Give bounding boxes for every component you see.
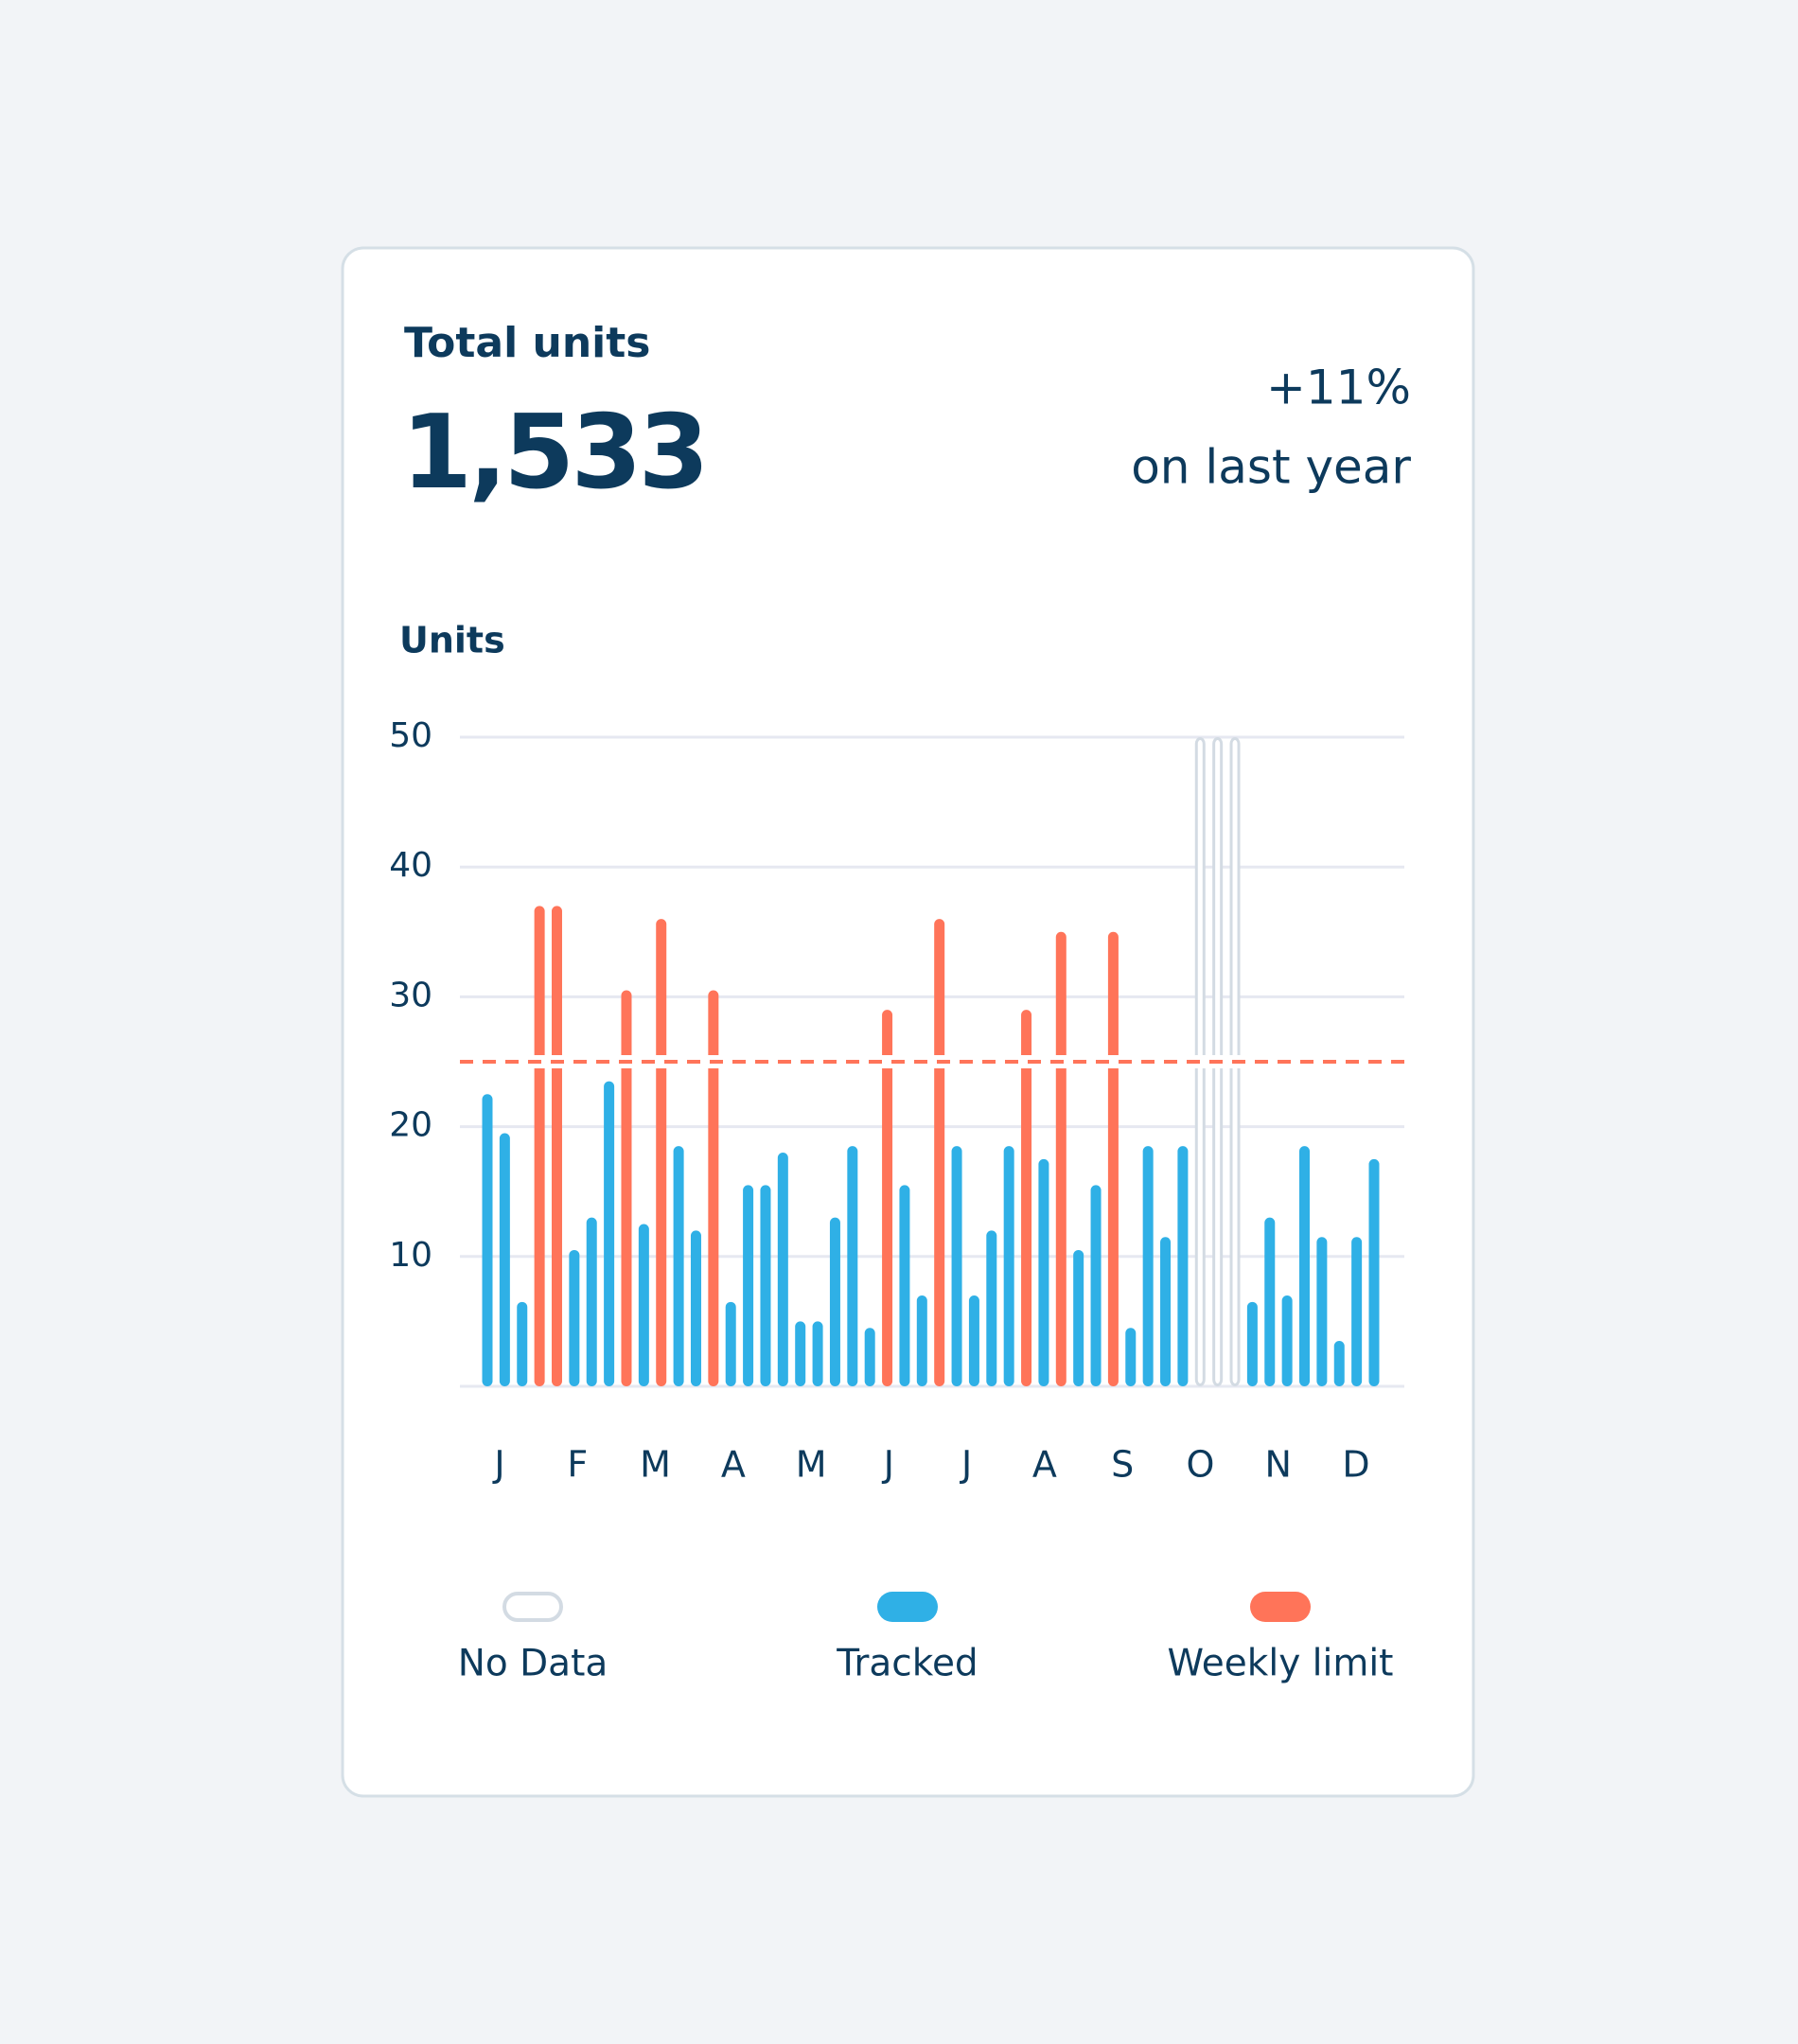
bar	[795, 1321, 806, 1386]
change-note: on last year	[1131, 440, 1411, 495]
bar	[621, 990, 632, 1386]
bar	[1055, 931, 1066, 1386]
bar	[1177, 1146, 1189, 1386]
bar	[551, 906, 562, 1386]
legend-swatch	[877, 1592, 938, 1622]
bar	[829, 1217, 840, 1386]
bar	[690, 1230, 701, 1386]
bar	[1333, 1340, 1345, 1386]
x-tick-label: J	[492, 1444, 504, 1486]
bar	[1142, 1146, 1154, 1386]
x-tick-label: J	[960, 1444, 972, 1486]
x-tick-label: F	[567, 1444, 588, 1486]
x-tick-label: M	[640, 1444, 671, 1486]
bar	[1003, 1146, 1014, 1386]
bar	[1351, 1237, 1363, 1386]
bar	[1246, 1301, 1258, 1386]
bar	[569, 1249, 580, 1386]
x-tick-label: S	[1111, 1444, 1134, 1486]
bar	[1073, 1249, 1084, 1386]
bar	[1090, 1185, 1102, 1386]
bar	[986, 1230, 997, 1386]
bar	[1264, 1217, 1276, 1386]
bar	[586, 1217, 597, 1386]
bar	[1125, 1328, 1137, 1386]
bar	[777, 1153, 788, 1386]
bar	[968, 1295, 979, 1386]
card	[341, 246, 1475, 1798]
bar	[1281, 1295, 1293, 1386]
change-value: +11%	[1266, 361, 1411, 415]
bar	[864, 1328, 875, 1386]
y-tick-label: 30	[389, 976, 432, 1014]
x-tick-label: M	[796, 1444, 827, 1486]
y-tick-label: 50	[389, 716, 432, 755]
legend-label: No Data	[458, 1643, 608, 1685]
x-tick-label: D	[1342, 1444, 1369, 1486]
bar	[1107, 931, 1119, 1386]
bar	[517, 1301, 528, 1386]
bar	[1021, 1010, 1032, 1386]
bar	[743, 1185, 754, 1386]
y-tick-label: 10	[389, 1236, 432, 1275]
bar	[882, 1010, 893, 1386]
bar	[708, 990, 719, 1386]
y-tick-label: 20	[389, 1106, 432, 1145]
bar	[656, 919, 667, 1386]
bar	[899, 1185, 910, 1386]
bar	[934, 919, 945, 1386]
x-tick-label: N	[1265, 1444, 1292, 1486]
bar	[482, 1094, 493, 1386]
bar	[499, 1133, 510, 1386]
bar	[916, 1295, 927, 1386]
bar	[604, 1081, 615, 1386]
legend-label: Tracked	[836, 1643, 978, 1685]
y-tick-label: 40	[389, 846, 432, 885]
bar	[1299, 1146, 1311, 1386]
bar	[951, 1146, 962, 1386]
x-tick-label: A	[721, 1444, 746, 1486]
bar	[725, 1301, 736, 1386]
legend-swatch	[1250, 1592, 1311, 1622]
bar	[1316, 1237, 1328, 1386]
x-tick-label: O	[1186, 1444, 1214, 1486]
y-axis-label: Units	[399, 620, 505, 661]
bar	[673, 1146, 684, 1386]
card-title: Total units	[404, 319, 650, 367]
bar	[1368, 1158, 1380, 1386]
bar	[638, 1224, 649, 1386]
x-tick-label: J	[882, 1444, 894, 1486]
bar	[812, 1321, 823, 1386]
legend-label: Weekly limit	[1168, 1643, 1394, 1685]
bar	[1038, 1158, 1049, 1386]
bar	[847, 1146, 858, 1386]
bar	[1160, 1237, 1172, 1386]
legend-swatch	[502, 1592, 563, 1622]
bar	[534, 906, 545, 1386]
total-value: 1,533	[401, 394, 706, 512]
bar	[760, 1185, 771, 1386]
x-tick-label: A	[1032, 1444, 1057, 1486]
